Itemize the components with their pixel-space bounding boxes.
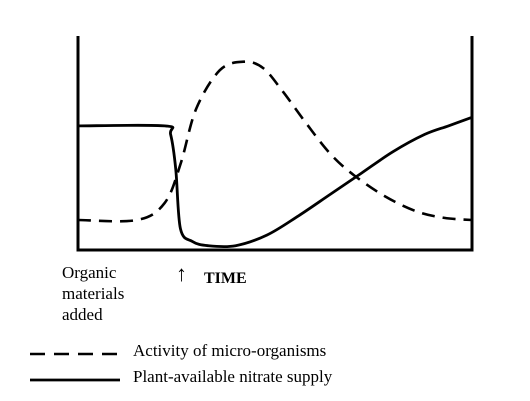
series-line-nitrate <box>77 115 473 249</box>
x-annotation-line: added <box>62 305 103 324</box>
x-annotation-line: Organic <box>62 263 117 282</box>
legend-swatch-solid <box>30 378 120 382</box>
x-annotation: Organic materials added <box>62 262 152 325</box>
legend-label: Plant-available nitrate supply <box>133 367 333 386</box>
x-axis-label: TIME <box>204 270 247 287</box>
legend-label: Activity of micro-organisms <box>133 341 327 360</box>
chart-axes <box>76 36 474 252</box>
legend-swatch-dashed <box>30 352 120 356</box>
up-arrow-icon: ↑ <box>176 261 187 286</box>
x-annotation-line: materials <box>62 284 125 303</box>
series-layer <box>77 60 473 249</box>
series-line-activity <box>77 60 473 223</box>
